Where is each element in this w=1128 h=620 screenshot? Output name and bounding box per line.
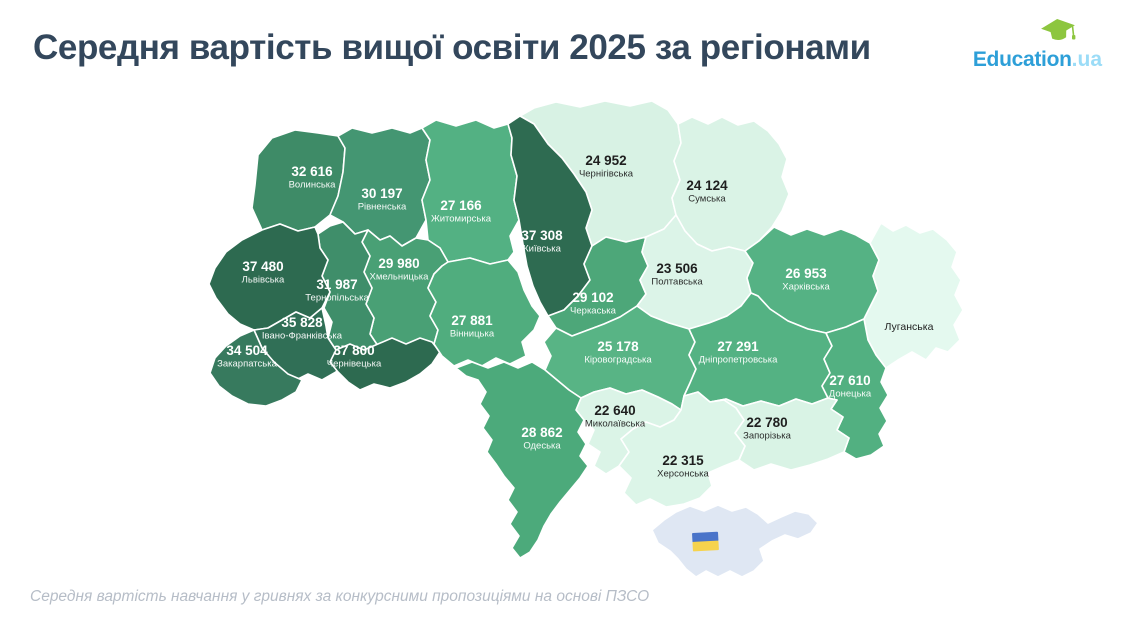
region-value-label: 37 308 <box>521 228 563 243</box>
region-name-label: Івано-Франківська <box>262 331 343 342</box>
region-value-label: 29 102 <box>572 290 613 305</box>
region-name-label: Сумська <box>688 194 726 205</box>
region-value-label: 24 952 <box>585 153 626 168</box>
region-value-label: 22 780 <box>746 415 787 430</box>
region-khersonska <box>618 391 746 508</box>
logo-domain-suffix: .ua <box>1071 48 1102 71</box>
region-name-label: Черкаська <box>570 306 617 317</box>
region-zakarpatska <box>209 329 303 407</box>
region-vinnytska <box>427 257 541 367</box>
region-name-label: Львівська <box>242 275 285 286</box>
region-zhytomyrska <box>421 119 520 265</box>
region-value-label: 27 291 <box>717 339 759 354</box>
region-odeska <box>455 361 589 559</box>
region-value-label: 22 640 <box>594 403 635 418</box>
region-name-label: Рівненська <box>358 202 407 213</box>
region-value-label: 27 610 <box>829 373 870 388</box>
region-name-label: Кіровоградська <box>584 355 652 366</box>
region-value-label: 23 506 <box>656 261 698 276</box>
region-name-label: Полтавська <box>651 277 703 288</box>
logo-wordmark: Education <box>972 48 1072 71</box>
region-value-label: 32 616 <box>291 164 333 179</box>
region-value-label: 27 166 <box>440 198 482 213</box>
region-name-label: Київська <box>523 244 561 255</box>
region-name-label: Волинська <box>289 180 337 191</box>
region-value-label: 27 881 <box>451 313 493 328</box>
region-value-label: 25 178 <box>597 339 639 354</box>
region-name-label: Миколаївська <box>585 419 646 430</box>
education-ua-logo: Education .ua <box>972 19 1102 72</box>
region-value-label: 31 987 <box>316 277 357 292</box>
region-luhanska <box>863 222 964 369</box>
region-value-label: 28 862 <box>521 425 562 440</box>
region-name-label: Тернопільська <box>305 293 369 304</box>
page-title: Середня вартість вищої освіти 2025 за ре… <box>33 28 871 67</box>
region-value-label: 35 828 <box>281 315 323 330</box>
region-name-label: Дніпропетровська <box>699 355 779 366</box>
region-name-label: Хмельницька <box>370 272 430 283</box>
region-name-label: Чернігівська <box>579 169 634 180</box>
region-value-label: 37 480 <box>242 259 283 274</box>
region-name-label: Запорізька <box>743 431 792 442</box>
region-value-label: 34 504 <box>226 343 268 358</box>
region-value-label: 24 124 <box>686 178 728 193</box>
region-name-label: Житомирська <box>431 214 492 225</box>
region-value-label: 30 197 <box>361 186 402 201</box>
region-name-label: Одеська <box>523 441 561 452</box>
source-note: Середня вартість навчання у гривнях за к… <box>30 588 650 605</box>
graduation-cap-icon <box>1038 16 1078 47</box>
region-value-label: 22 315 <box>662 453 704 468</box>
region-name-label: Херсонська <box>657 469 709 480</box>
region-value-label: 29 980 <box>378 256 419 271</box>
region-crimea <box>651 504 819 578</box>
ukraine-flag-icon <box>692 531 719 552</box>
region-name-label: Чернівецька <box>327 359 382 370</box>
region-value-label: 26 953 <box>785 266 827 281</box>
region-donetska <box>821 318 889 460</box>
region-value-label: 37 800 <box>333 343 374 358</box>
region-name-label: Луганська <box>885 321 934 333</box>
region-name-label: Донецька <box>829 389 872 400</box>
region-chernivetska <box>329 337 441 391</box>
region-name-label: Харківська <box>782 282 830 293</box>
region-name-label: Вінницька <box>450 329 495 340</box>
region-name-label: Закарпатська <box>217 359 277 370</box>
